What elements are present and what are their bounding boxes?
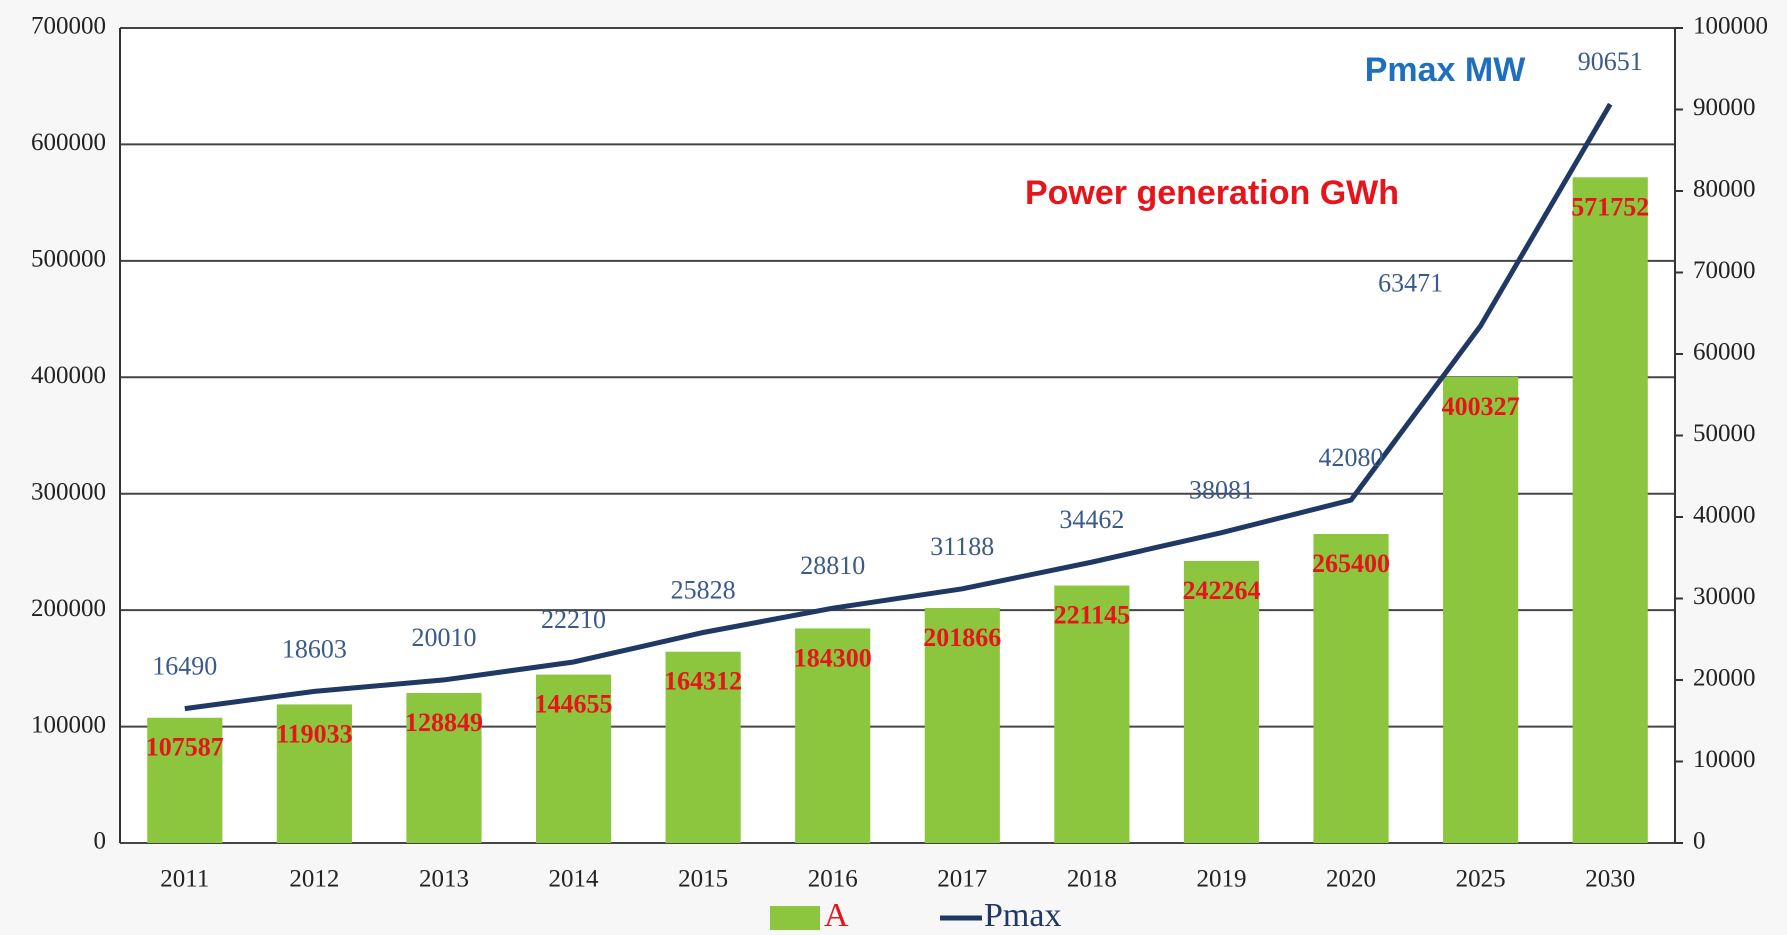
data-label: 42080 — [1319, 443, 1384, 472]
y2-tick-label: 0 — [1693, 828, 1706, 855]
y-tick-label: 100000 — [31, 711, 106, 738]
x-tick-label: 2014 — [549, 866, 600, 893]
data-label: 107587 — [146, 733, 224, 762]
x-tick-label: 2030 — [1585, 866, 1635, 893]
bar — [406, 692, 482, 843]
data-label: 128849 — [405, 708, 483, 737]
y2-tick-label: 30000 — [1693, 583, 1756, 610]
legend-swatch — [770, 906, 820, 930]
data-label: 184300 — [794, 643, 872, 672]
bar — [1572, 177, 1648, 843]
data-label: 38081 — [1189, 476, 1254, 505]
y2-tick-label: 60000 — [1693, 339, 1756, 366]
bar — [535, 674, 612, 843]
y-tick-label: 0 — [94, 828, 107, 855]
data-label: 28810 — [800, 551, 865, 580]
y2-tick-label: 100000 — [1693, 13, 1768, 40]
legend-label: A — [824, 897, 849, 934]
plot-area — [120, 28, 1675, 843]
y2-tick-label: 20000 — [1693, 665, 1756, 692]
data-label: 34462 — [1059, 505, 1124, 534]
data-label: 63471 — [1378, 269, 1443, 298]
annotation: Pmax MW — [1365, 51, 1526, 89]
data-label: 571752 — [1571, 192, 1649, 221]
x-tick-label: 2011 — [160, 866, 209, 893]
y-tick-label: 500000 — [31, 246, 106, 273]
y2-tick-label: 50000 — [1693, 420, 1756, 447]
y-tick-label: 400000 — [31, 362, 106, 389]
bar — [1313, 533, 1389, 843]
line — [184, 102, 1613, 712]
annotation: Power generation GWh — [1025, 174, 1399, 212]
x-tick-label: 2025 — [1456, 866, 1506, 893]
data-label: 119033 — [276, 719, 353, 748]
legend-label: Pmax — [984, 897, 1061, 934]
data-label: 31188 — [930, 532, 994, 561]
data-label: 201866 — [923, 623, 1001, 652]
bar — [1183, 560, 1260, 843]
data-label: 164312 — [664, 667, 742, 696]
x-tick-label: 2013 — [419, 866, 469, 893]
bar — [665, 651, 741, 843]
data-label: 144655 — [535, 690, 613, 719]
y-tick-label: 300000 — [31, 478, 106, 505]
data-label: 90651 — [1578, 47, 1643, 76]
data-label: 22210 — [541, 605, 606, 634]
x-tick-label: 2020 — [1326, 866, 1376, 893]
y-tick-label: 200000 — [31, 595, 106, 622]
x-tick-label: 2012 — [289, 866, 339, 893]
data-label: 25828 — [671, 575, 736, 604]
data-label: 18603 — [282, 634, 347, 663]
bar — [924, 607, 1000, 843]
bar — [276, 704, 352, 843]
x-tick-label: 2015 — [678, 866, 728, 893]
bar — [147, 717, 223, 843]
bar — [1054, 585, 1130, 843]
y2-tick-label: 40000 — [1693, 502, 1756, 529]
bar — [795, 628, 871, 843]
y-tick-label: 700000 — [31, 13, 106, 40]
x-tick-label: 2016 — [808, 866, 858, 893]
x-tick-label: 2019 — [1196, 866, 1246, 893]
data-label: 20010 — [411, 623, 476, 652]
y2-tick-label: 10000 — [1693, 746, 1756, 773]
y2-tick-label: 70000 — [1693, 257, 1756, 284]
bar — [1443, 376, 1519, 843]
data-label: 400327 — [1442, 392, 1520, 421]
y2-tick-label: 80000 — [1693, 176, 1756, 203]
x-tick-label: 2017 — [937, 866, 987, 893]
data-label: 242264 — [1182, 576, 1260, 605]
data-label: 265400 — [1312, 549, 1390, 578]
y-tick-label: 600000 — [31, 129, 106, 156]
data-label: 221145 — [1054, 600, 1131, 629]
y2-tick-label: 90000 — [1693, 94, 1756, 121]
data-label: 16490 — [152, 652, 217, 681]
x-tick-label: 2018 — [1067, 866, 1117, 893]
